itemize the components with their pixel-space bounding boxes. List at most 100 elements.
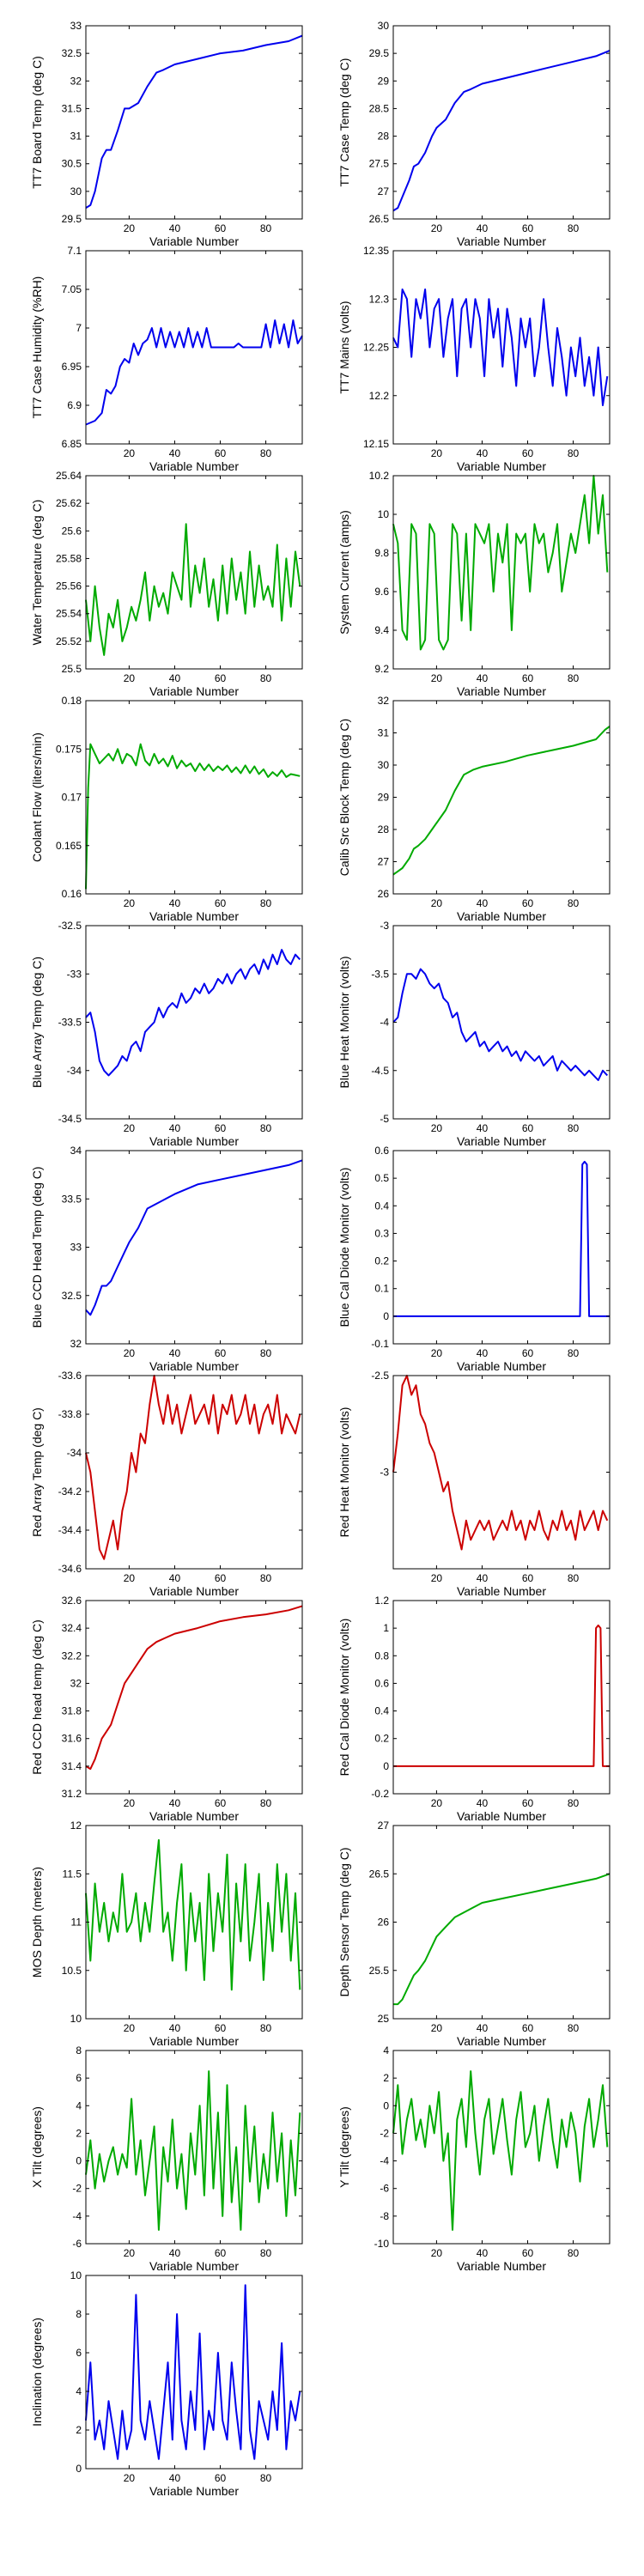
x-tick-label: 80 [260,447,272,459]
y-tick-label: 0 [383,2099,389,2111]
chart-2: 20 40 60 80 26.5 27 27.5 28 28.5 29 29.5 30 Variable… [337,20,611,248]
y-tick-label: 12.25 [363,342,389,354]
y-tick-label: 27 [378,1820,390,1832]
chart-20: 20 40 60 80 -10 -8 -6 -4 -2 0 2 4 Variable Number Y T… [337,2044,611,2273]
y-tick-label: 6 [76,2347,82,2359]
axes-frame [392,2050,611,2245]
chart-3: 20 40 60 80 6.85 6.9 6.95 7 7.05 7.1 Variable Numb… [30,245,303,473]
y-tick-label: 0.3 [374,1227,389,1239]
x-axis-label: Variable Number [149,1809,239,1823]
x-tick-label: 60 [522,2022,534,2034]
y-tick-label: 0.175 [56,743,82,755]
y-tick-label: -34 [67,1065,82,1077]
series-line [393,1160,610,1317]
chart-21: 20 40 60 80 0 2 4 6 8 10 Variable Number Inclinatio… [30,2269,303,2498]
x-tick-label: 20 [431,1797,443,1809]
x-axis-label: Variable Number [149,2259,239,2273]
y-tick-label: 12.35 [363,245,389,257]
x-tick-label: 80 [260,1572,272,1584]
y-tick-label: 31.8 [62,1705,82,1717]
x-axis-label: Variable Number [149,2034,239,2048]
y-axis-label: Calib Src Block Temp (deg C) [337,719,351,876]
y-tick-label: -34.6 [58,1563,82,1575]
x-tick-label: 80 [260,897,272,909]
x-tick-label: 80 [260,2022,272,2034]
x-tick-label: 60 [215,1797,227,1809]
x-tick-label: 60 [215,1347,227,1359]
chart-14: 20 40 60 80 -3 -2.5 Variable Number Red Heat Mo… [337,1370,611,1598]
x-tick-label: 20 [124,1122,136,1134]
y-tick-label: -33.8 [58,1408,82,1420]
axes-frame [392,925,611,1120]
axes-frame [85,1150,303,1345]
chart-15: 20 40 60 80 31.2 31.4 31.6 31.8 32 32.2 32.4 32.6 Va… [30,1595,303,1823]
y-axis-label: Depth Sensor Temp (deg C) [337,1847,351,1996]
y-axis-label: TT7 Mains (volts) [337,301,351,393]
x-tick-label: 40 [169,447,181,459]
x-tick-label: 20 [431,222,443,234]
y-axis-label: Blue Array Temp (deg C) [30,957,44,1088]
chart-1: 20 40 60 80 29.5 30 30.5 31 31.5 32 32.5 33 Variable… [30,20,303,248]
series-line [392,49,611,212]
y-tick-label: 25.58 [56,552,82,564]
y-tick-label: 2 [76,2424,82,2436]
y-tick-label: -32.5 [58,920,82,932]
y-tick-label: -4 [380,2155,389,2167]
x-tick-label: 80 [568,1797,580,1809]
y-tick-label: -34.2 [58,1485,82,1498]
x-axis-label: Variable Number [149,1359,239,1373]
y-tick-label: 0.16 [62,888,82,900]
x-tick-label: 40 [477,1797,489,1809]
y-tick-label: 0.8 [374,1649,389,1662]
x-axis-label: Variable Number [149,234,239,248]
x-tick-label: 60 [215,1572,227,1584]
x-axis-label: Variable Number [149,909,239,923]
chart-16: 20 40 60 80 -0.2 0 0.2 0.4 0.6 0.8 1 1.2 Variable Nu… [337,1595,611,1823]
y-tick-label: 25.56 [56,580,82,592]
x-tick-label: 20 [124,222,136,234]
y-tick-label: 30 [378,20,390,32]
y-tick-label: 10.2 [369,470,390,482]
x-tick-label: 20 [124,2022,136,2034]
chart-13: 20 40 60 80 -34.6 -34.4 -34.2 -34 -33.8 -33.6 Vari… [30,1370,303,1598]
y-tick-label: 31.5 [62,102,82,114]
x-tick-label: 20 [124,2247,136,2259]
y-tick-label: -2.5 [371,1370,389,1382]
x-tick-label: 80 [568,2022,580,2034]
y-tick-label: 1.2 [374,1595,389,1607]
series-line [85,34,303,209]
y-tick-label: -4 [72,2210,82,2222]
y-tick-label: -0.2 [371,1788,389,1800]
x-tick-label: 20 [431,897,443,909]
x-tick-label: 60 [522,222,534,234]
x-tick-label: 20 [431,2022,443,2034]
y-tick-label: 25.5 [369,1965,390,1977]
y-tick-label: 8 [76,2308,82,2320]
axes-frame [392,1600,611,1795]
y-tick-label: 0.6 [374,1677,389,1689]
x-axis-label: Variable Number [149,1584,239,1598]
y-tick-label: 0.4 [374,1200,389,1212]
y-tick-label: 11 [71,1917,82,1929]
x-tick-label: 40 [169,2472,181,2484]
y-tick-label: 28 [378,131,390,143]
y-tick-label: 34 [70,1145,82,1157]
y-tick-label: 27 [378,856,390,868]
y-tick-label: 29.5 [369,47,390,59]
y-tick-label: -3 [380,1467,389,1479]
x-tick-label: 20 [431,1572,443,1584]
axes-frame [85,700,303,895]
y-axis-label: Blue Cal Diode Monitor (volts) [337,1168,351,1327]
y-axis-label: X Tilt (degrees) [30,2106,44,2188]
x-axis-label: Variable Number [457,234,546,248]
chart-18: 20 40 60 80 25 25.5 26 26.5 27 Variable Number Dep… [337,1820,611,2048]
x-tick-label: 20 [431,2247,443,2259]
axes-frame [85,25,303,220]
series-line [392,1375,609,1551]
chart-5: 20 40 60 80 25.5 25.52 25.54 25.56 25.58 25.6 25.6… [30,470,303,698]
y-tick-label: -34.4 [58,1524,82,1536]
y-tick-label: 29 [378,75,390,87]
y-axis-label: TT7 Case Humidity (%RH) [30,276,44,419]
y-tick-label: 32.5 [62,1290,82,1302]
y-tick-label: 0.18 [62,695,82,707]
